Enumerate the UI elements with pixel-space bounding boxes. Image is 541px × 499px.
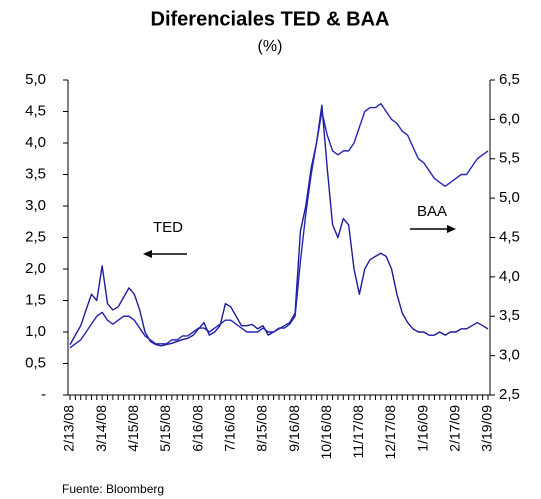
x-tick-label: 12/17/08 xyxy=(382,405,398,460)
y-tick-label: 1,5 xyxy=(25,291,46,308)
y-tick-label: 2,5 xyxy=(25,228,46,245)
y2-tick-label: 4,0 xyxy=(499,268,520,285)
y2-tick-label: 4,5 xyxy=(499,228,520,245)
x-tick-label: 2/13/08 xyxy=(61,405,77,452)
y2-tick-label: 6,0 xyxy=(499,110,520,127)
y-tick-label: 3,5 xyxy=(25,165,46,182)
y-tick-label: 1,0 xyxy=(25,323,46,340)
y-tick-label: 3,0 xyxy=(25,197,46,214)
y2-tick-label: 3,5 xyxy=(499,307,520,324)
y-tick-label: - xyxy=(41,386,46,403)
chart-subtitle: (%) xyxy=(258,38,283,55)
x-tick-label: 5/15/08 xyxy=(157,405,173,452)
y-tick-label: 4,0 xyxy=(25,134,46,151)
y-tick-label: 5,0 xyxy=(25,71,46,88)
y2-tick-label: 2,5 xyxy=(499,386,520,403)
line-series xyxy=(69,102,489,349)
x-tick-label: 7/16/08 xyxy=(221,405,237,452)
x-tick-label: 11/17/08 xyxy=(350,405,366,459)
x-tick-label: 8/15/08 xyxy=(254,405,270,452)
x-tick-label: 6/16/08 xyxy=(189,405,205,452)
annotation: BAA xyxy=(417,203,447,220)
y2-tick-label: 6,5 xyxy=(499,71,520,88)
y-tick-label: 0,5 xyxy=(25,354,46,371)
x-tick-label: 1/16/09 xyxy=(414,405,430,452)
x-tick-label: 3/19/09 xyxy=(479,405,495,452)
x-tick-label: 9/16/08 xyxy=(286,405,302,452)
x-tick-label: 4/15/08 xyxy=(125,405,141,452)
y-tick-label: 2,0 xyxy=(25,260,46,277)
y2-tick-label: 3,0 xyxy=(499,347,520,364)
y2-tick-label: 5,0 xyxy=(499,189,520,206)
annotation: TED xyxy=(153,219,183,236)
x-tick-label: 3/14/08 xyxy=(93,405,109,452)
baa-arrow xyxy=(410,225,456,233)
x-tick-label: 10/16/08 xyxy=(318,405,334,460)
line-series xyxy=(69,104,489,347)
ted-arrow xyxy=(143,250,187,258)
chart-title: Diferenciales TED & BAA xyxy=(151,8,390,30)
y2-tick-label: 5,5 xyxy=(499,150,520,167)
x-tick-label: 2/17/09 xyxy=(447,405,463,452)
y-tick-label: 4,5 xyxy=(25,102,46,119)
source-note: Fuente: Bloomberg xyxy=(62,482,164,496)
